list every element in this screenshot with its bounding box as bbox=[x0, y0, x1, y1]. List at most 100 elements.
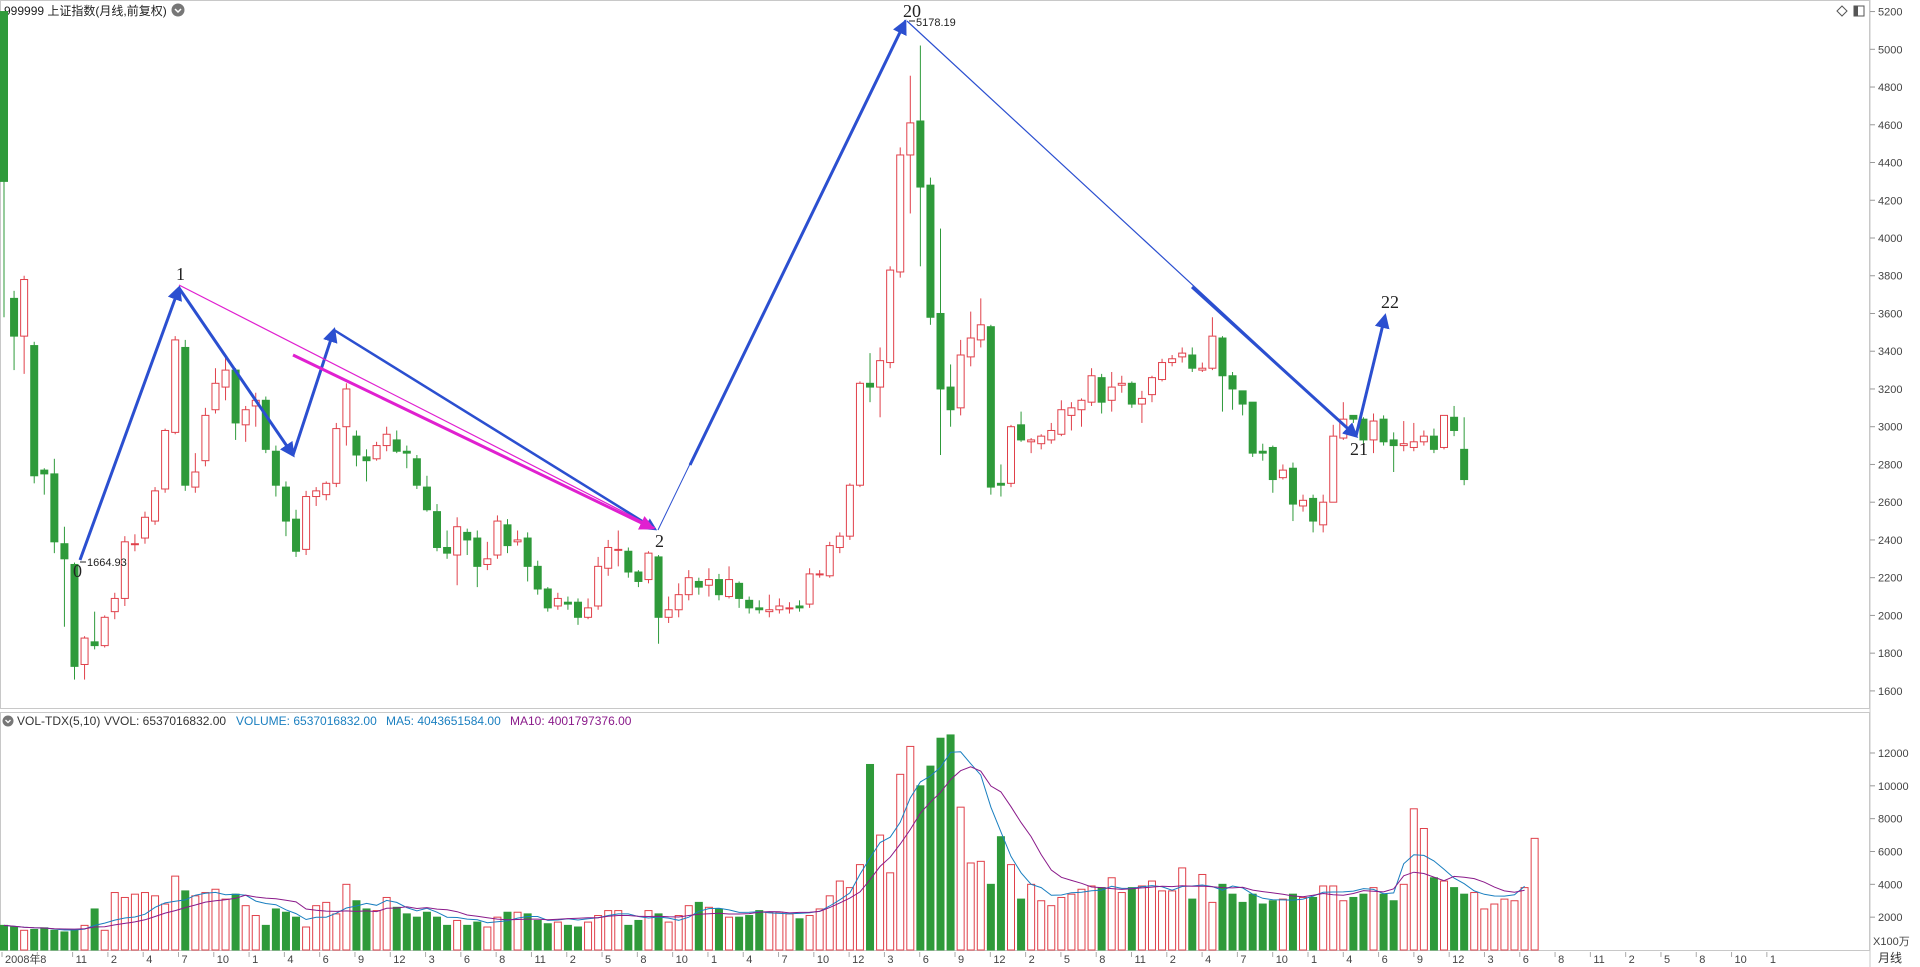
period-label[interactable]: 月线 bbox=[1878, 951, 1902, 965]
volume-bar bbox=[412, 916, 421, 951]
volume-bar bbox=[1007, 864, 1015, 951]
candle-body bbox=[1399, 443, 1408, 447]
volume-bar bbox=[271, 908, 280, 951]
candle-body bbox=[906, 122, 915, 156]
x-tick-label: 11 bbox=[76, 954, 87, 966]
volume-bar bbox=[684, 905, 693, 951]
candle bbox=[1137, 390, 1146, 423]
candle-body bbox=[543, 588, 552, 609]
x-tick-label: 10 bbox=[817, 954, 829, 966]
candle bbox=[412, 455, 421, 489]
chevron-down-icon[interactable] bbox=[2, 715, 14, 727]
candle-body bbox=[1087, 375, 1096, 403]
volume-tick-label: 10000 bbox=[1878, 781, 1909, 793]
candle-body bbox=[523, 537, 532, 567]
candle-body bbox=[10, 297, 19, 337]
volume-bar bbox=[1309, 896, 1318, 951]
high-price-label: 5178.19 bbox=[916, 17, 956, 29]
candle-body bbox=[312, 490, 321, 498]
candle bbox=[876, 347, 885, 418]
price-tick-label: 1800 bbox=[1878, 648, 1902, 660]
chevron-down-icon[interactable] bbox=[171, 3, 185, 17]
candle bbox=[231, 368, 240, 440]
candle bbox=[1228, 371, 1237, 410]
candle-body bbox=[443, 546, 452, 554]
volume-bar bbox=[422, 911, 431, 951]
price-tick-label: 4000 bbox=[1878, 233, 1902, 245]
candle-body bbox=[1077, 399, 1086, 411]
candle-body bbox=[1168, 358, 1177, 364]
volume-bar bbox=[553, 921, 562, 951]
volume-bar bbox=[1248, 893, 1257, 951]
candle bbox=[1127, 381, 1136, 408]
x-tick-label: 5 bbox=[1064, 954, 1070, 966]
candle-body bbox=[553, 597, 562, 607]
volume-bar bbox=[926, 765, 935, 951]
candle-body bbox=[765, 609, 774, 613]
wave-label-0: 0 bbox=[73, 561, 82, 581]
candle bbox=[90, 611, 99, 650]
candle-body bbox=[1158, 362, 1167, 381]
candle-body bbox=[1319, 501, 1328, 526]
candle bbox=[825, 541, 834, 578]
volume-bar bbox=[161, 903, 170, 951]
volume-bar bbox=[1037, 900, 1046, 951]
candle bbox=[584, 598, 593, 620]
volume-bar bbox=[70, 929, 79, 951]
volume-bar bbox=[433, 916, 442, 951]
volume-bar bbox=[1057, 896, 1066, 951]
candle bbox=[1087, 368, 1096, 406]
candle-body bbox=[1309, 497, 1318, 522]
candle bbox=[503, 519, 512, 554]
volume-bar bbox=[513, 911, 522, 951]
candle-body bbox=[483, 558, 492, 565]
candle-body bbox=[1147, 377, 1156, 396]
candle bbox=[664, 596, 673, 623]
volume-bar bbox=[1419, 828, 1428, 951]
candle bbox=[1178, 347, 1187, 363]
volume-bar bbox=[1369, 887, 1378, 951]
volume-bar bbox=[1017, 898, 1026, 951]
volume-series bbox=[0, 734, 1539, 951]
volume-bar bbox=[241, 905, 250, 951]
x-tick-label: 11 bbox=[1593, 954, 1604, 966]
candle bbox=[1047, 422, 1056, 444]
x-tick-label: 4 bbox=[146, 954, 152, 966]
candle bbox=[322, 481, 331, 501]
volume-tick-label: 4000 bbox=[1878, 879, 1902, 891]
candle-body bbox=[392, 439, 401, 452]
x-tick-label: 10 bbox=[217, 954, 229, 966]
candle-body bbox=[1359, 418, 1368, 441]
candle bbox=[422, 475, 431, 512]
x-tick-label: 8 bbox=[499, 954, 505, 966]
candle-body bbox=[130, 543, 139, 546]
volume-bar bbox=[1389, 900, 1398, 951]
x-tick-label: 8 bbox=[40, 954, 46, 966]
volume-bar bbox=[251, 915, 260, 951]
candle bbox=[30, 341, 39, 484]
x-tick-label: 2008年 bbox=[5, 952, 40, 966]
candle bbox=[614, 530, 623, 567]
candle bbox=[60, 526, 69, 627]
volume-bar bbox=[1409, 808, 1418, 951]
candle bbox=[1158, 358, 1167, 382]
volume-bar bbox=[171, 875, 180, 951]
volume-bar bbox=[755, 910, 764, 951]
candle-body bbox=[976, 324, 985, 341]
candle bbox=[261, 396, 270, 454]
diamond-icon[interactable] bbox=[1836, 5, 1848, 17]
x-tick-label: 7 bbox=[181, 954, 187, 966]
panel-icon[interactable] bbox=[1853, 5, 1865, 17]
volume-bar bbox=[745, 915, 754, 951]
x-tick-label: 1 bbox=[1311, 954, 1317, 966]
volume-bar bbox=[1238, 901, 1247, 951]
candle-body bbox=[211, 382, 220, 411]
x-tick-label: 2 bbox=[1170, 954, 1176, 966]
volume-bar bbox=[674, 915, 683, 951]
candle-body bbox=[231, 369, 240, 424]
candle bbox=[886, 266, 895, 369]
candle bbox=[1198, 362, 1207, 372]
x-tick-label: 12 bbox=[852, 954, 864, 966]
volume-bar bbox=[563, 924, 572, 951]
volume-bar bbox=[725, 916, 734, 951]
